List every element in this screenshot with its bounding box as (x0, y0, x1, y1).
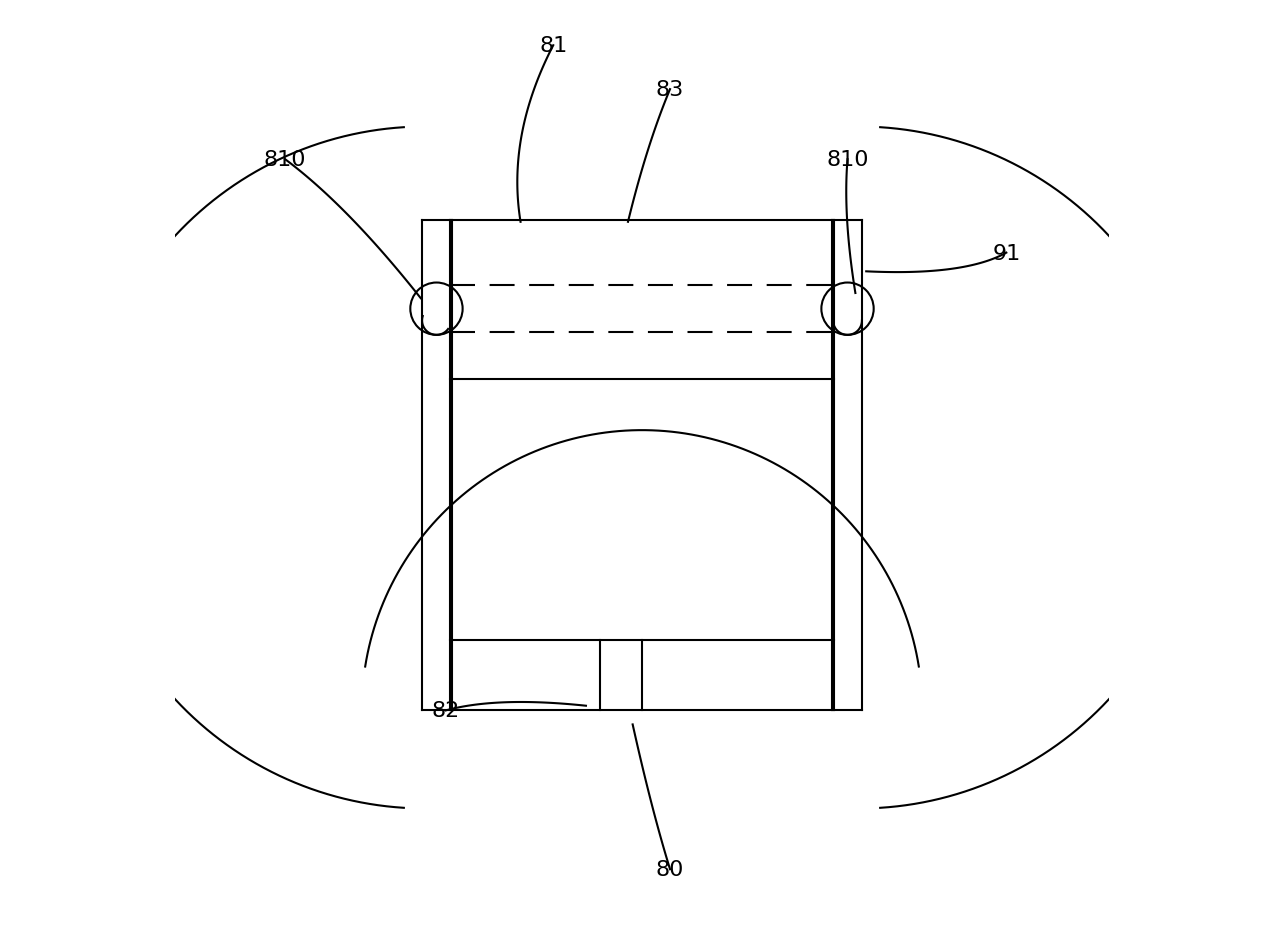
Text: 80: 80 (656, 859, 684, 879)
Text: 82: 82 (431, 701, 460, 721)
Text: 810: 810 (265, 150, 307, 170)
Text: 83: 83 (656, 80, 684, 100)
Text: 81: 81 (539, 37, 568, 56)
Text: 91: 91 (993, 243, 1021, 263)
Text: 810: 810 (827, 150, 869, 170)
